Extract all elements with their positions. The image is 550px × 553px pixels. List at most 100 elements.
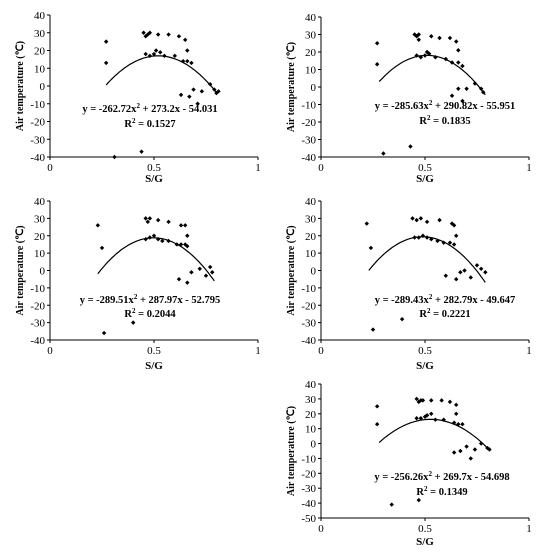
data-point	[414, 396, 419, 402]
data-point	[143, 51, 148, 57]
data-point	[95, 223, 101, 228]
y-tick-label: 20	[305, 409, 317, 421]
x-axis-label: S/G	[416, 536, 434, 548]
data-point	[429, 398, 434, 403]
y-tick-label: 0	[311, 266, 317, 278]
data-point	[180, 58, 186, 64]
x-tick-label: 0.5	[147, 162, 161, 174]
data-point	[160, 238, 165, 244]
y-tick-label: 40	[305, 379, 317, 391]
y-tick-label: -40	[301, 498, 316, 510]
data-point	[155, 32, 161, 37]
data-point	[143, 237, 148, 242]
data-point	[185, 280, 190, 285]
x-tick-label: 0	[47, 162, 53, 174]
fit-equation: y = -289.51x2 + 287.97x - 52.795	[80, 293, 221, 306]
data-point	[203, 273, 209, 278]
y-tick-label: -10	[301, 453, 316, 465]
y-tick-label: -50	[301, 513, 316, 525]
data-point	[422, 53, 428, 58]
y-tick-label: -30	[301, 483, 316, 495]
data-point	[478, 86, 484, 91]
data-point	[478, 266, 484, 271]
data-point	[176, 34, 182, 39]
data-point	[478, 441, 484, 446]
data-point	[145, 219, 150, 225]
data-point	[143, 216, 148, 221]
data-point	[456, 86, 461, 91]
y-tick-label: 40	[34, 10, 46, 22]
data-point	[439, 398, 444, 403]
y-tick-label: 30	[305, 30, 317, 42]
data-point	[145, 32, 150, 37]
data-point	[464, 444, 469, 449]
data-point	[474, 263, 480, 268]
data-point	[414, 416, 419, 421]
y-tick-label: 40	[305, 196, 317, 208]
data-point	[462, 268, 467, 273]
data-point	[429, 411, 434, 416]
data-point	[189, 60, 194, 66]
fit-curve	[105, 55, 217, 93]
data-point	[418, 216, 424, 221]
data-point	[158, 50, 163, 55]
data-point	[364, 221, 369, 226]
data-point	[210, 270, 215, 275]
r-squared-label: R2 = 0.1835	[419, 114, 470, 127]
data-point	[374, 41, 380, 46]
data-point	[147, 30, 153, 35]
data-point	[483, 270, 488, 275]
y-tick-label: 0	[40, 81, 46, 93]
data-point	[408, 144, 413, 149]
data-point	[207, 82, 213, 87]
data-point	[147, 53, 153, 59]
r-squared-label: R2 = 0.1349	[416, 485, 467, 498]
data-point	[443, 273, 448, 278]
data-point	[437, 217, 442, 223]
data-point	[143, 34, 148, 39]
x-tick-label: 0	[318, 162, 324, 174]
data-point	[131, 320, 136, 325]
data-point	[139, 149, 144, 154]
data-point	[197, 266, 202, 271]
data-point	[112, 154, 117, 160]
data-point	[166, 219, 171, 225]
data-point	[416, 32, 421, 37]
y-tick-label: 40	[34, 196, 46, 208]
data-point	[155, 217, 161, 223]
data-point	[207, 264, 213, 270]
data-point	[414, 53, 419, 58]
x-tick-label: 0.5	[147, 345, 161, 357]
fit-equation: y = -262.72x2 + 273.2x - 54.031	[82, 102, 217, 115]
x-axis-label: S/G	[145, 173, 163, 185]
y-tick-label: 0	[311, 82, 317, 94]
data-point	[195, 101, 200, 106]
data-point	[437, 35, 442, 41]
data-point	[456, 60, 461, 65]
data-point	[178, 223, 184, 228]
data-point	[185, 58, 190, 64]
data-point	[454, 402, 459, 408]
y-tick-label: -10	[301, 283, 316, 295]
data-point	[416, 497, 421, 503]
data-point	[412, 235, 417, 240]
data-point	[187, 94, 192, 99]
fit-curve	[368, 236, 486, 283]
data-point	[410, 216, 415, 221]
y-tick-label: 20	[34, 231, 46, 243]
data-point	[101, 330, 107, 336]
x-axis-label: S/G	[416, 173, 434, 185]
data-point	[172, 53, 177, 59]
data-point	[374, 62, 380, 67]
data-point	[429, 34, 434, 39]
data-point	[191, 87, 196, 92]
y-tick-label: 40	[305, 12, 317, 24]
y-tick-label: -20	[30, 300, 45, 312]
y-tick-label: -10	[301, 100, 316, 112]
data-point	[449, 93, 455, 98]
data-point	[420, 233, 426, 238]
fit-equation: y = -285.63x2 + 290.82x - 55.951	[375, 99, 516, 112]
fit-curve	[378, 54, 486, 96]
data-point	[433, 55, 438, 60]
data-point	[456, 48, 461, 53]
